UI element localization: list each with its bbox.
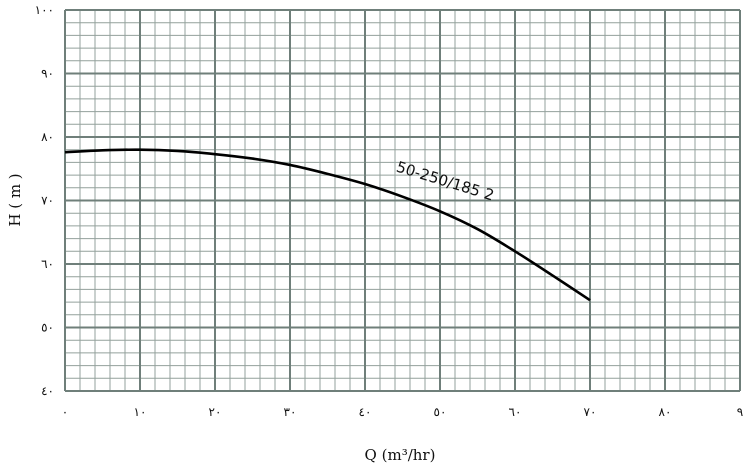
y-tick-label: ٦٠ [41,257,54,271]
x-tick-label: ٦٠ [509,405,522,419]
x-tick-label: ٨٠ [659,405,672,419]
x-tick-label: ٩ [737,405,743,419]
x-tick-label: ٧٠ [584,405,597,419]
y-tick-label: ٩٠ [41,67,54,81]
x-tick-label: ٢٠ [209,405,222,419]
x-tick-label: ٥٠ [434,405,447,419]
series-curve [64,148,591,302]
y-tick-label: ٥٠ [41,321,54,335]
x-tick-label: ٣٠ [284,405,297,419]
x-tick-label: ٤٠ [359,405,372,419]
y-axis-ticks: ٤٠ ٥٠ ٦٠ ٧٠ ٨٠ ٩٠ ١٠٠ [35,3,54,398]
x-tick-label: ٠ [62,405,68,419]
y-tick-label: ٨٠ [41,130,54,144]
y-tick-label: ٤٠ [41,384,54,398]
y-tick-label: ٧٠ [41,194,54,208]
y-axis-title: H ( m ) [6,173,24,226]
x-axis-title: Q (m³/hr) [365,446,436,464]
grid [64,9,741,392]
y-tick-label: ١٠٠ [35,3,54,17]
x-tick-label: ١٠ [134,405,147,419]
x-axis-ticks: ٠ ١٠ ٢٠ ٣٠ ٤٠ ٥٠ ٦٠ ٧٠ ٨٠ ٩ [62,405,743,419]
